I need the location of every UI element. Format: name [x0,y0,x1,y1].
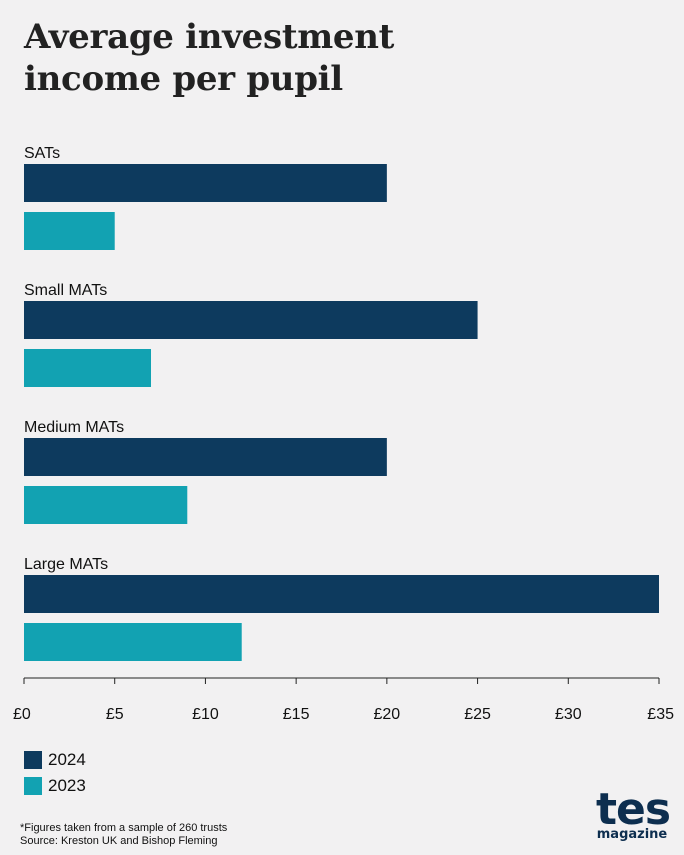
x-tick-label-0: £0 [13,706,31,723]
bar-large-mats-2024 [24,575,659,613]
logo-main-text: tes [596,784,671,835]
bar-sats-2024 [24,164,387,202]
bar-chart: SATs Small MATs Medium MATs Large MATs £0 £5 £… [13,145,674,723]
tes-magazine-logo: tes magazine [596,784,671,848]
x-tick-label-35: £35 [647,706,674,723]
category-label-small-mats: Small MATs [24,282,107,299]
logo-sub-text: magazine [596,827,668,842]
bar-small-mats-2024 [24,301,478,339]
bar-sats-2023 [24,212,115,250]
bar-medium-mats-2024 [24,438,387,476]
legend-item-2024: 2024 [24,748,86,772]
legend-swatch-2023 [24,777,42,795]
footnote-sample: *Figures taken from a sample of 260 trus… [20,822,228,834]
x-tick-label-25: £25 [464,706,491,723]
legend-item-2023: 2023 [24,774,86,798]
category-label-large-mats: Large MATs [24,556,108,573]
category-label-medium-mats: Medium MATs [24,419,124,436]
x-tick-label-20: £20 [374,706,401,723]
chart-title-line-2: income per pupil [24,59,343,99]
legend-label-2024: 2024 [48,750,86,769]
chart-title: Average investment income per pupil [24,16,394,100]
legend-swatch-2024 [24,751,42,769]
bar-small-mats-2023 [24,349,151,387]
bar-large-mats-2023 [24,623,242,661]
x-tick-label-15: £15 [283,706,310,723]
x-tick-label-5: £5 [106,706,124,723]
footnote: *Figures taken from a sample of 260 trus… [20,822,227,848]
chart-legend: 2024 2023 [24,748,86,800]
x-tick-label-10: £10 [192,706,219,723]
category-label-sats: SATs [24,145,60,162]
chart-title-line-1: Average investment [24,17,395,57]
legend-label-2023: 2023 [48,776,86,795]
bar-medium-mats-2023 [24,486,188,524]
x-tick-label-30: £30 [555,706,582,723]
footnote-source: Source: Kreston UK and Bishop Fleming [20,835,218,847]
